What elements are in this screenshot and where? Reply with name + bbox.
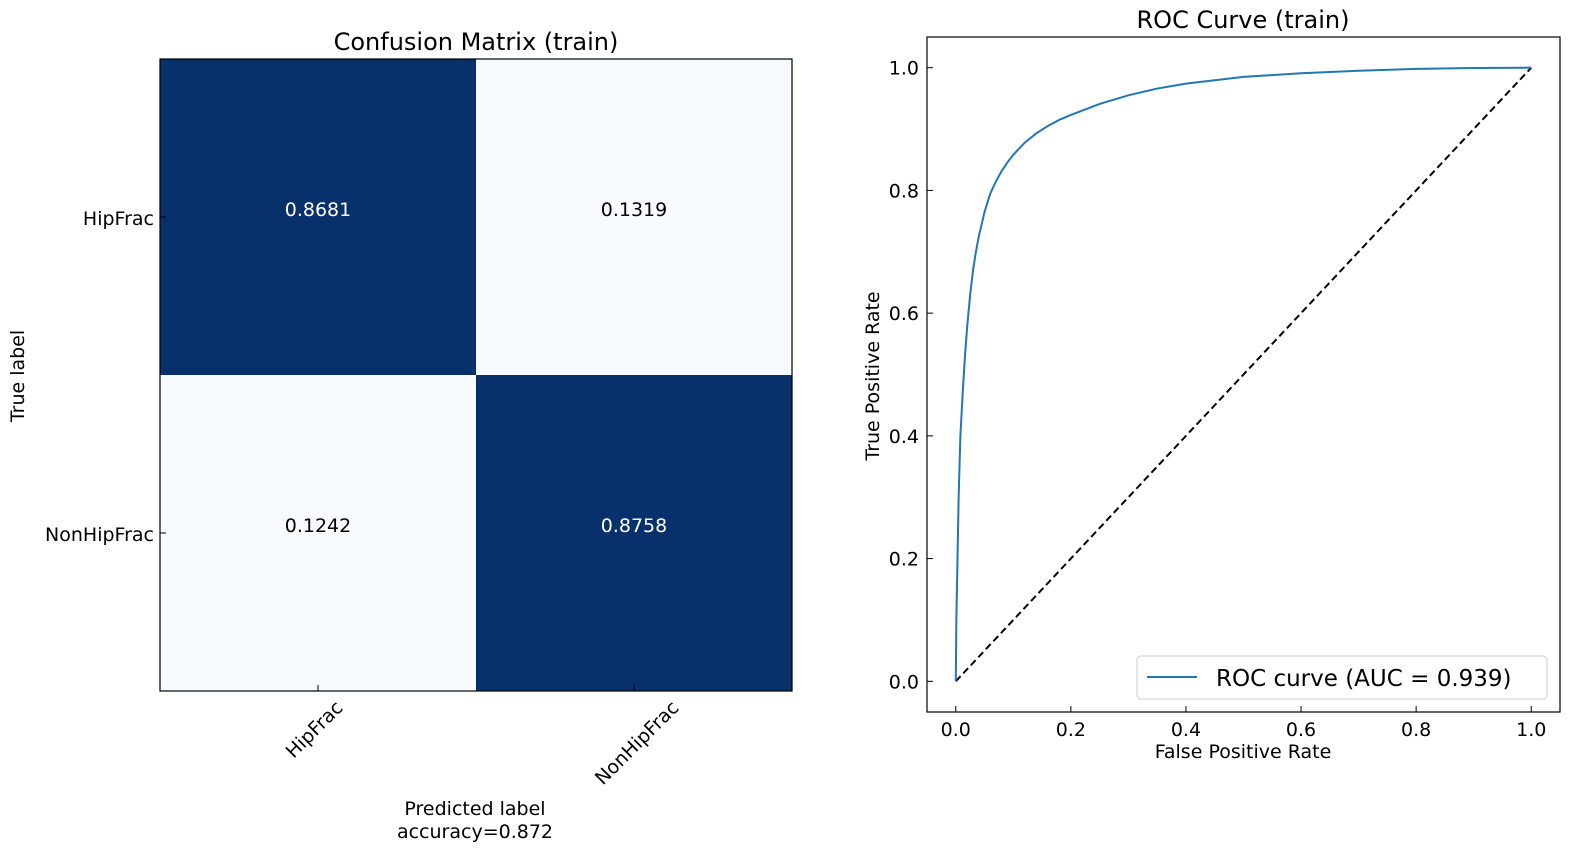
cm-title: Confusion Matrix (train) — [334, 28, 619, 56]
roc-ytick-label: 1.0 — [889, 58, 919, 80]
cm-frame — [159, 58, 793, 692]
roc-xtick-label: 0.8 — [1401, 719, 1431, 741]
cm-xlabel: Predicted label — [404, 798, 545, 820]
roc-ytick-label: 0.8 — [889, 180, 919, 202]
cm-cell — [160, 375, 476, 691]
roc-xtick-label: 0.4 — [1171, 719, 1201, 741]
cm-cell — [476, 375, 792, 691]
cm-accuracy-label: accuracy=0.872 — [397, 821, 553, 843]
roc-curve-line — [954, 66, 1532, 682]
roc-ylabel: True Positive Rate — [862, 291, 884, 461]
cm-ytick-label: NonHipFrac — [45, 524, 154, 546]
roc-title: ROC Curve (train) — [1137, 6, 1350, 34]
confusion-matrix-panel: 0.8681 0.1319 0.1242 0.8758 Confusion Matri… — [7, 28, 793, 843]
cm-ylabel: True label — [7, 330, 29, 423]
cm-cell-value: 0.1319 — [601, 199, 667, 221]
legend-box — [1136, 655, 1548, 700]
cm-xtick-label: NonHipFrac — [591, 697, 684, 790]
cm-xtick-label: HipFrac — [282, 697, 348, 763]
roc-legend: ROC curve (AUC = 0.939) — [1136, 655, 1548, 700]
roc-diagonal-line — [955, 66, 1532, 683]
roc-ytick-label: 0.6 — [889, 303, 919, 325]
roc-xtick-label: 0.6 — [1286, 719, 1316, 741]
roc-ytick-label: 0.4 — [889, 426, 919, 448]
roc-panel: 0.0 0.2 0.4 0.6 0.8 1.0 0.0 0.2 0.4 0.6 0.8 1.0 ROC… — [862, 6, 1561, 763]
cm-cell — [160, 59, 476, 375]
legend-label: ROC curve (AUC = 0.939) — [1216, 666, 1512, 692]
roc-ytick-label: 0.0 — [889, 671, 919, 693]
cm-cell-value: 0.8758 — [601, 515, 667, 537]
roc-xtick-label: 1.0 — [1516, 719, 1546, 741]
cm-cell-value: 0.1242 — [285, 515, 351, 537]
roc-frame — [926, 36, 1561, 713]
roc-xtick-label: 0.0 — [941, 719, 971, 741]
roc-xtick-label: 0.2 — [1056, 719, 1086, 741]
roc-ytick-label: 0.2 — [889, 549, 919, 571]
roc-xlabel: False Positive Rate — [1155, 741, 1332, 763]
cm-cell — [476, 59, 792, 375]
cm-cell-value: 0.8681 — [285, 199, 351, 221]
cm-ytick-label: HipFrac — [83, 208, 154, 230]
